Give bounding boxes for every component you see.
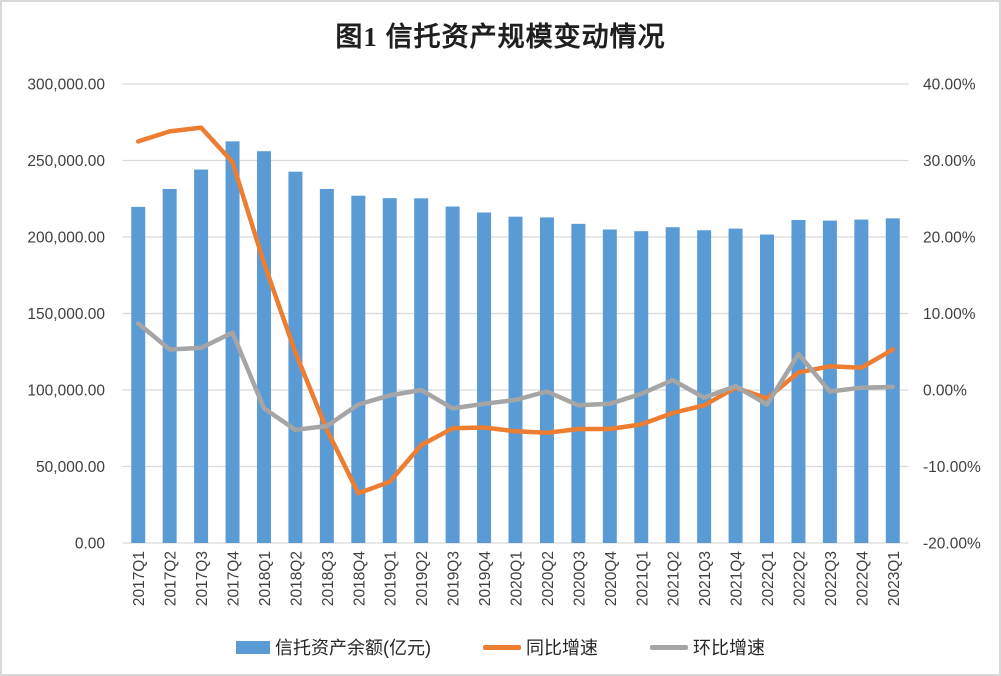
y-axis-right-tick-label: 10.00% [923, 306, 976, 323]
bar [760, 234, 775, 543]
bar [131, 206, 146, 543]
x-axis-tick-label: 2017Q1 [131, 551, 148, 606]
x-axis-tick-label: 2020Q4 [603, 551, 620, 607]
x-axis-tick-label: 2021Q1 [634, 551, 651, 606]
bar [382, 198, 397, 543]
x-axis-tick-label: 2023Q1 [886, 551, 903, 606]
bar [445, 206, 460, 544]
x-axis-tick-label: 2021Q2 [666, 551, 683, 606]
legend-label-balance: 信托资产余额(亿元) [275, 638, 431, 658]
bar [508, 216, 523, 543]
bar [225, 141, 240, 543]
bar [194, 169, 209, 544]
x-axis-tick-label: 2019Q2 [414, 551, 431, 606]
bar [665, 227, 680, 543]
x-axis-tick-label: 2020Q2 [540, 551, 557, 606]
x-axis-tick-label: 2019Q4 [477, 551, 494, 607]
x-axis-tick-label: 2022Q4 [854, 551, 871, 607]
bar [539, 217, 554, 543]
yoy-line [135, 125, 896, 496]
legend-label-qoq: 环比增速 [693, 638, 765, 658]
y-axis-left-tick-label: 150,000.00 [27, 306, 105, 323]
x-axis-tick-label: 2018Q4 [351, 551, 368, 607]
bar [602, 229, 617, 544]
y-axis-right-tick-label: -10.00% [923, 459, 981, 476]
x-axis-tick-label: 2022Q1 [760, 551, 777, 606]
x-axis-tick-label: 2021Q3 [697, 551, 714, 606]
qoq-line [135, 321, 896, 433]
bar [697, 230, 712, 543]
x-axis-tick-label: 2020Q3 [571, 551, 588, 606]
y-axis-right-tick-label: 40.00% [923, 77, 976, 94]
x-axis-tick-label: 2018Q2 [288, 551, 305, 606]
y-axis-left-tick-label: 250,000.00 [27, 153, 105, 170]
bar [319, 188, 334, 543]
y-axis-left-tick-label: 100,000.00 [27, 383, 105, 400]
bar [414, 198, 429, 543]
bar [791, 220, 806, 543]
legend-qoq-line-swatch-icon [650, 644, 688, 650]
legend-label-yoy: 同比增速 [526, 638, 598, 658]
bar [351, 195, 366, 543]
legend-bar-swatch-icon [236, 640, 270, 654]
legend-item-yoy[interactable]: 同比增速 [483, 634, 598, 660]
x-axis-tick-label: 2021Q4 [729, 551, 746, 607]
x-axis-tick-label: 2017Q3 [194, 551, 211, 606]
y-axis-right-tick-label: 30.00% [923, 153, 976, 170]
y-axis-left-tick-label: 0.00 [75, 536, 106, 553]
x-axis-tick-label: 2017Q2 [163, 551, 180, 606]
legend: 信托资产余额(亿元) 同比增速 环比增速 [2, 634, 999, 660]
y-axis-right-tick-label: -20.00% [923, 536, 981, 553]
chart-title: 图1 信托资产规模变动情况 [335, 22, 666, 52]
x-axis-tick-label: 2020Q1 [509, 551, 526, 606]
bar [256, 151, 271, 544]
y-axis-right-tick-label: 0.00% [923, 383, 967, 400]
x-axis-tick-label: 2019Q3 [446, 551, 463, 606]
x-axis-tick-label: 2022Q3 [823, 551, 840, 606]
legend-item-balance[interactable]: 信托资产余额(亿元) [236, 634, 431, 660]
x-axis-tick-label: 2018Q1 [257, 551, 274, 606]
y-axis-left-tick-label: 300,000.00 [27, 77, 105, 94]
x-axis-tick-label: 2017Q4 [226, 551, 243, 607]
y-axis-left-tick-label: 50,000.00 [36, 459, 105, 476]
bar [477, 212, 492, 543]
bar [885, 218, 900, 544]
x-axis-tick-label: 2019Q1 [383, 551, 400, 606]
legend-yoy-line-swatch-icon [483, 644, 521, 650]
bar [162, 188, 177, 543]
x-axis-tick-label: 2022Q2 [791, 551, 808, 606]
y-axis-right-tick-label: 20.00% [923, 230, 976, 247]
bar [571, 223, 586, 544]
y-axis-left-tick-label: 200,000.00 [27, 230, 105, 247]
bar [634, 231, 649, 543]
legend-item-qoq[interactable]: 环比增速 [650, 634, 765, 660]
x-axis-tick-label: 2018Q3 [320, 551, 337, 606]
bar [822, 220, 837, 543]
bar [854, 219, 869, 544]
